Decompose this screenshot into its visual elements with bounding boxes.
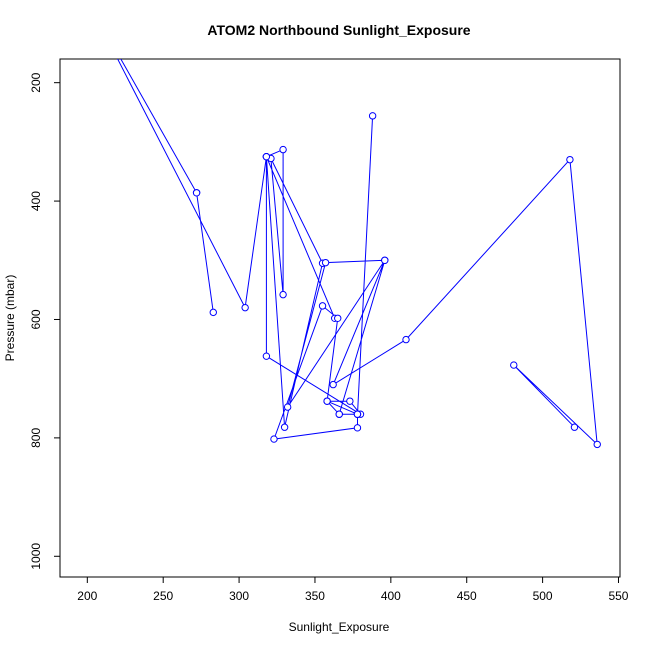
data-point [353, 424, 362, 432]
data-point [279, 290, 287, 299]
data-point [323, 397, 331, 405]
chart-title: ATOM2 Northbound Sunlight_Exposure [207, 22, 470, 38]
x-tick-label: 250 [153, 589, 173, 603]
data-point [335, 410, 343, 418]
data-point [510, 361, 518, 369]
data-point [381, 256, 389, 264]
x-axis: 200 250 300 350 400 450 500 550 [77, 577, 629, 603]
y-tick-label: 400 [29, 191, 43, 211]
data-point [283, 403, 292, 411]
data-point [209, 308, 217, 317]
data-point [280, 423, 289, 431]
x-tick-label: 550 [608, 589, 628, 603]
data-point [262, 152, 271, 161]
series-layer [84, 0, 601, 449]
data-point [329, 380, 337, 389]
x-tick-label: 400 [381, 589, 401, 603]
x-tick-label: 300 [229, 589, 249, 603]
y-tick-label: 200 [29, 72, 43, 92]
data-point [570, 423, 579, 431]
data-point [262, 352, 271, 360]
data-point [279, 145, 287, 154]
series-line [117, 59, 598, 446]
x-tick-label: 200 [77, 589, 97, 603]
data-point [368, 112, 377, 120]
y-axis-label: Pressure (mbar) [3, 275, 17, 362]
data-point [84, 0, 90, 3]
x-tick-label: 450 [457, 589, 477, 603]
x-tick-label: 350 [305, 589, 325, 603]
data-point [353, 410, 362, 418]
data-point [241, 303, 249, 312]
data-point [593, 440, 601, 449]
y-tick-label: 1000 [29, 543, 43, 570]
data-point [192, 189, 201, 197]
y-tick-label: 800 [29, 428, 43, 448]
data-point [318, 302, 327, 310]
data-point [402, 335, 410, 344]
y-axis: 200 400 600 800 1000 [29, 72, 60, 570]
data-point [334, 314, 342, 322]
x-axis-label: Sunlight_Exposure [289, 620, 390, 634]
x-tick-label: 500 [533, 589, 553, 603]
data-point [270, 435, 278, 443]
data-point [346, 397, 354, 405]
data-point [321, 258, 330, 267]
data-point [566, 155, 574, 164]
data-point [84, 0, 90, 3]
plot-area [59, 58, 621, 578]
y-tick-label: 600 [29, 309, 43, 329]
